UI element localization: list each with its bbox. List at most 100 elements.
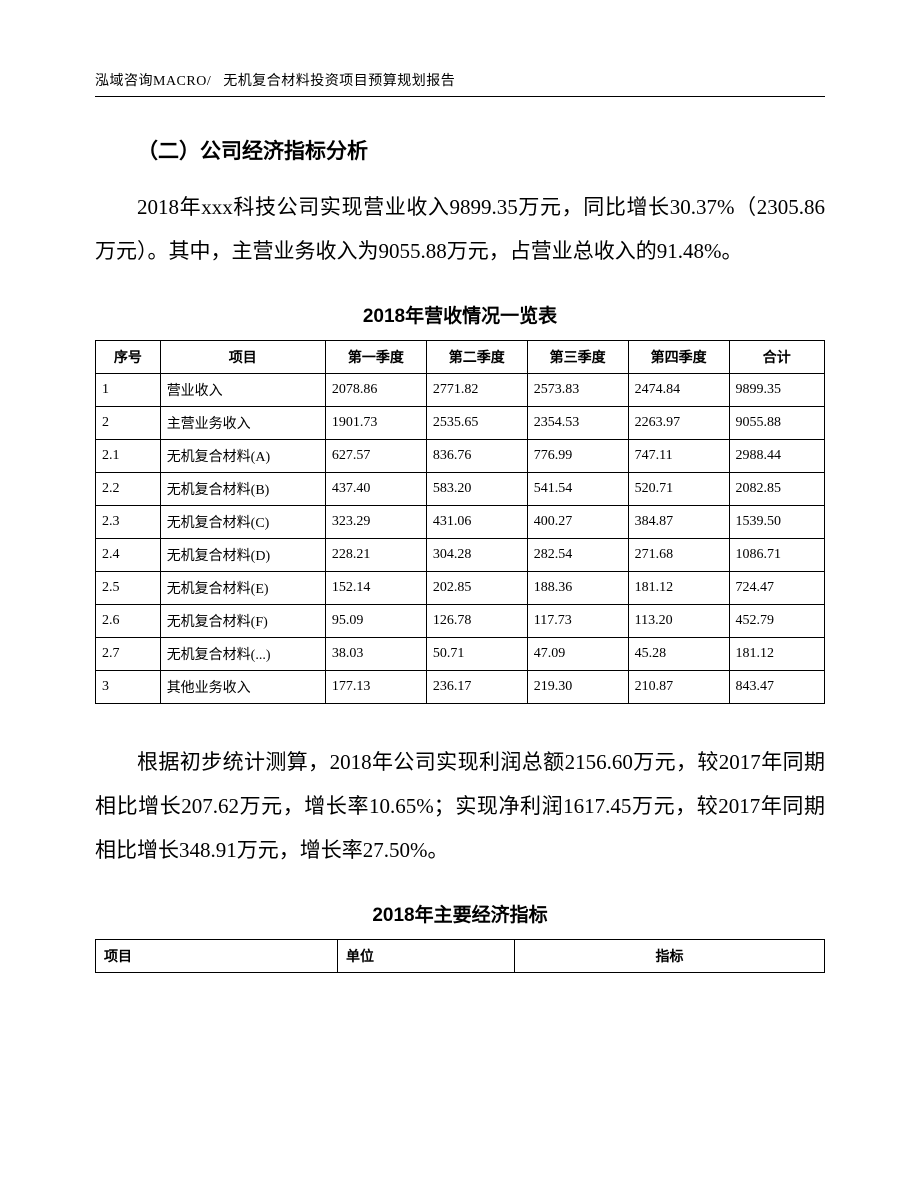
cell-q3: 117.73 (527, 605, 628, 638)
section-heading: （二）公司经济指标分析 (95, 135, 825, 165)
indicator-table-title: 2018年主要经济指标 (95, 900, 825, 927)
cell-q2: 836.76 (426, 440, 527, 473)
table-row: 3 其他业务收入 177.13 236.17 219.30 210.87 843… (96, 671, 825, 704)
table-row: 2.7 无机复合材料(...) 38.03 50.71 47.09 45.28 … (96, 638, 825, 671)
col-header-q4: 第四季度 (628, 341, 729, 374)
cell-q1: 177.13 (325, 671, 426, 704)
ind-col-header-3: 指标 (515, 940, 825, 973)
cell-q1: 323.29 (325, 506, 426, 539)
cell-total: 181.12 (729, 638, 824, 671)
col-header-q3: 第三季度 (527, 341, 628, 374)
cell-q2: 202.85 (426, 572, 527, 605)
cell-q2: 2535.65 (426, 407, 527, 440)
table-row: 1 营业收入 2078.86 2771.82 2573.83 2474.84 9… (96, 374, 825, 407)
cell-item: 无机复合材料(F) (160, 605, 325, 638)
cell-total: 1539.50 (729, 506, 824, 539)
cell-item: 无机复合材料(B) (160, 473, 325, 506)
cell-total: 9055.88 (729, 407, 824, 440)
cell-q2: 583.20 (426, 473, 527, 506)
cell-seq: 3 (96, 671, 161, 704)
table-header-row: 序号 项目 第一季度 第二季度 第三季度 第四季度 合计 (96, 341, 825, 374)
cell-q3: 282.54 (527, 539, 628, 572)
table-row: 2.1 无机复合材料(A) 627.57 836.76 776.99 747.1… (96, 440, 825, 473)
cell-seq: 2.2 (96, 473, 161, 506)
cell-q3: 47.09 (527, 638, 628, 671)
table-row: 2.3 无机复合材料(C) 323.29 431.06 400.27 384.8… (96, 506, 825, 539)
ind-col-header-1: 项目 (96, 940, 338, 973)
cell-item: 无机复合材料(D) (160, 539, 325, 572)
col-header-total: 合计 (729, 341, 824, 374)
cell-seq: 2.7 (96, 638, 161, 671)
cell-q2: 236.17 (426, 671, 527, 704)
table-row: 2 主营业务收入 1901.73 2535.65 2354.53 2263.97… (96, 407, 825, 440)
cell-q3: 400.27 (527, 506, 628, 539)
cell-total: 724.47 (729, 572, 824, 605)
cell-seq: 2.4 (96, 539, 161, 572)
document-page: 泓域咨询MACRO/ 无机复合材料投资项目预算规划报告 （二）公司经济指标分析 … (0, 0, 920, 1191)
cell-q2: 50.71 (426, 638, 527, 671)
table-row: 2.4 无机复合材料(D) 228.21 304.28 282.54 271.6… (96, 539, 825, 572)
cell-seq: 2.5 (96, 572, 161, 605)
cell-q2: 304.28 (426, 539, 527, 572)
cell-item: 无机复合材料(...) (160, 638, 325, 671)
col-header-q1: 第一季度 (325, 341, 426, 374)
cell-q3: 2573.83 (527, 374, 628, 407)
cell-q3: 2354.53 (527, 407, 628, 440)
cell-q4: 2263.97 (628, 407, 729, 440)
cell-item: 无机复合材料(E) (160, 572, 325, 605)
cell-q4: 384.87 (628, 506, 729, 539)
cell-q4: 747.11 (628, 440, 729, 473)
cell-item: 无机复合材料(A) (160, 440, 325, 473)
revenue-table-body: 1 营业收入 2078.86 2771.82 2573.83 2474.84 9… (96, 374, 825, 704)
cell-item: 无机复合材料(C) (160, 506, 325, 539)
table-row: 2.5 无机复合材料(E) 152.14 202.85 188.36 181.1… (96, 572, 825, 605)
header-right: 无机复合材料投资项目预算规划报告 (223, 74, 455, 89)
cell-q4: 181.12 (628, 572, 729, 605)
cell-total: 843.47 (729, 671, 824, 704)
table-header-row: 项目 单位 指标 (96, 940, 825, 973)
col-header-item: 项目 (160, 341, 325, 374)
revenue-table: 序号 项目 第一季度 第二季度 第三季度 第四季度 合计 1 营业收入 2078… (95, 340, 825, 704)
cell-q4: 210.87 (628, 671, 729, 704)
cell-q2: 2771.82 (426, 374, 527, 407)
cell-total: 452.79 (729, 605, 824, 638)
paragraph-1: 2018年xxx科技公司实现营业收入9899.35万元，同比增长30.37%（2… (95, 185, 825, 273)
cell-q3: 219.30 (527, 671, 628, 704)
cell-q1: 2078.86 (325, 374, 426, 407)
ind-col-header-2: 单位 (338, 940, 515, 973)
cell-q3: 776.99 (527, 440, 628, 473)
cell-total: 1086.71 (729, 539, 824, 572)
cell-seq: 2.6 (96, 605, 161, 638)
page-header: 泓域咨询MACRO/ 无机复合材料投资项目预算规划报告 (95, 70, 825, 90)
cell-total: 9899.35 (729, 374, 824, 407)
cell-q1: 38.03 (325, 638, 426, 671)
cell-q3: 541.54 (527, 473, 628, 506)
cell-total: 2988.44 (729, 440, 824, 473)
col-header-seq: 序号 (96, 341, 161, 374)
col-header-q2: 第二季度 (426, 341, 527, 374)
indicator-table: 项目 单位 指标 (95, 939, 825, 973)
table-row: 2.6 无机复合材料(F) 95.09 126.78 117.73 113.20… (96, 605, 825, 638)
cell-q4: 271.68 (628, 539, 729, 572)
cell-q1: 627.57 (325, 440, 426, 473)
paragraph-2: 根据初步统计测算，2018年公司实现利润总额2156.60万元，较2017年同期… (95, 740, 825, 872)
cell-seq: 2.3 (96, 506, 161, 539)
cell-q4: 45.28 (628, 638, 729, 671)
cell-q1: 95.09 (325, 605, 426, 638)
cell-q1: 228.21 (325, 539, 426, 572)
cell-q3: 188.36 (527, 572, 628, 605)
header-left: 泓域咨询MACRO/ (95, 74, 211, 89)
cell-q4: 113.20 (628, 605, 729, 638)
revenue-table-title: 2018年营收情况一览表 (95, 301, 825, 328)
cell-item: 营业收入 (160, 374, 325, 407)
cell-seq: 2.1 (96, 440, 161, 473)
cell-q1: 437.40 (325, 473, 426, 506)
cell-q4: 520.71 (628, 473, 729, 506)
table-row: 2.2 无机复合材料(B) 437.40 583.20 541.54 520.7… (96, 473, 825, 506)
cell-q1: 152.14 (325, 572, 426, 605)
header-divider (95, 96, 825, 97)
cell-q1: 1901.73 (325, 407, 426, 440)
cell-item: 其他业务收入 (160, 671, 325, 704)
cell-q4: 2474.84 (628, 374, 729, 407)
cell-total: 2082.85 (729, 473, 824, 506)
